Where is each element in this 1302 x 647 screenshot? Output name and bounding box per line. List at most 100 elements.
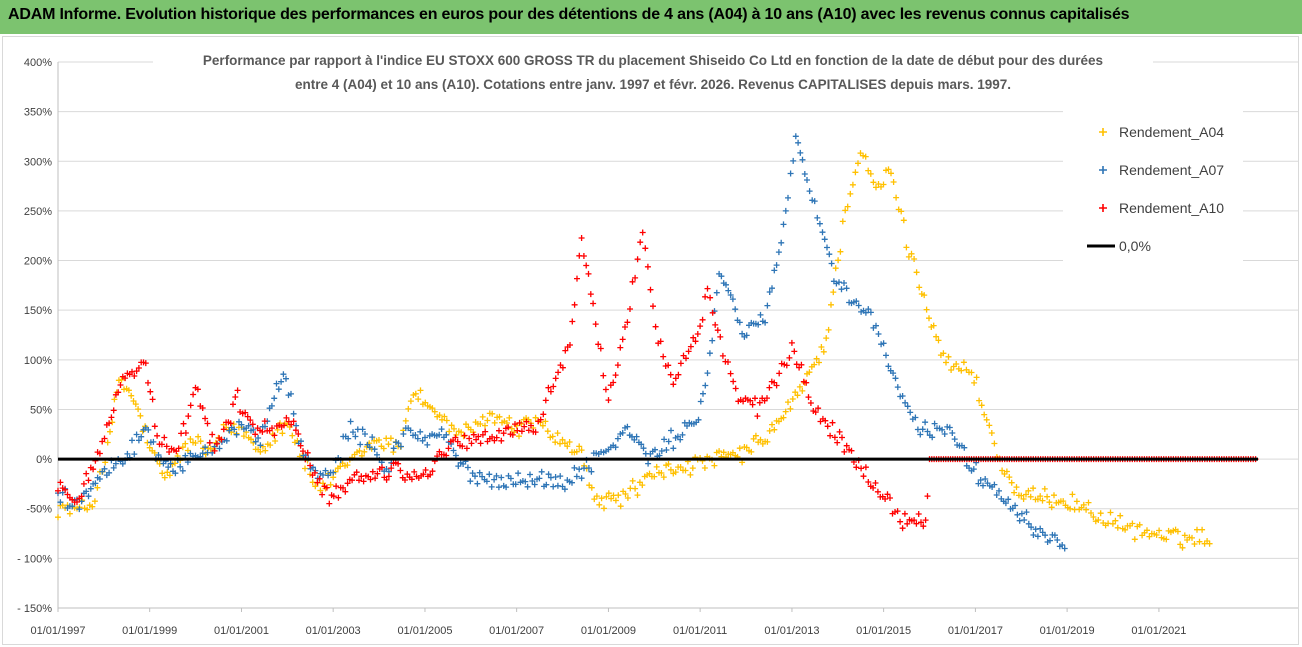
data-point	[137, 412, 144, 419]
data-point	[865, 167, 872, 174]
data-point	[269, 425, 275, 432]
data-point	[578, 475, 585, 482]
legend: Rendement_A04 Rendement_A07 Rendement_A10 0…	[1063, 107, 1243, 263]
data-point	[750, 435, 757, 442]
data-point	[117, 382, 124, 388]
data-point	[473, 436, 480, 443]
data-point	[227, 420, 234, 427]
data-point	[439, 416, 445, 423]
data-point	[639, 229, 646, 236]
data-point	[124, 450, 131, 457]
data-point	[811, 361, 818, 368]
data-point	[280, 371, 287, 378]
data-point	[288, 421, 295, 428]
data-point	[795, 139, 802, 146]
data-point	[844, 203, 851, 210]
data-point	[474, 480, 481, 487]
data-point	[711, 462, 718, 469]
data-point	[531, 481, 538, 488]
data-point	[684, 423, 690, 429]
data-point	[262, 447, 269, 454]
data-point	[83, 488, 90, 495]
data-point	[91, 498, 98, 505]
y-tick-label: 400%	[24, 57, 52, 69]
data-point	[805, 394, 812, 401]
data-point	[125, 387, 132, 394]
data-point	[668, 427, 674, 434]
x-tick-label: 01/01/2009	[581, 625, 636, 637]
data-point	[717, 333, 724, 340]
data-point	[665, 362, 672, 369]
data-point	[776, 370, 783, 377]
data-point	[730, 378, 737, 385]
data-point	[729, 296, 736, 303]
data-point	[1085, 499, 1092, 506]
data-point	[470, 431, 477, 438]
data-point	[949, 430, 956, 436]
data-point	[547, 388, 554, 395]
data-point	[255, 435, 262, 441]
data-point	[545, 384, 552, 391]
data-point	[446, 428, 453, 435]
data-point	[806, 188, 813, 195]
data-point	[946, 424, 953, 431]
series-Rendement_A10	[55, 229, 1259, 532]
data-point	[853, 464, 860, 471]
data-point	[340, 484, 346, 491]
data-point	[1153, 532, 1160, 538]
data-point	[832, 265, 839, 272]
data-point	[197, 438, 204, 445]
data-point	[292, 427, 299, 434]
data-point	[900, 217, 907, 224]
legend-marker-Rendement_A10	[1099, 204, 1107, 212]
data-point	[525, 427, 532, 434]
data-point	[976, 397, 983, 404]
data-point	[1042, 532, 1049, 539]
data-point	[600, 372, 607, 379]
data-point	[1194, 526, 1200, 533]
data-point	[376, 437, 382, 443]
data-point	[633, 433, 640, 440]
data-point	[787, 405, 794, 412]
data-point	[674, 433, 681, 440]
y-tick-label: 150%	[24, 305, 52, 317]
x-tick-label: 01/01/2003	[306, 625, 361, 637]
data-point	[590, 300, 597, 307]
data-point	[1114, 524, 1121, 531]
data-point	[904, 520, 911, 527]
data-point	[843, 442, 850, 449]
data-point	[512, 481, 519, 488]
data-point	[1037, 525, 1044, 532]
data-point	[330, 469, 337, 476]
data-point	[374, 470, 381, 477]
data-point	[690, 334, 697, 341]
data-point	[701, 465, 708, 471]
data-point	[367, 476, 374, 483]
data-point	[244, 413, 251, 420]
data-point	[429, 405, 436, 412]
data-point	[559, 436, 566, 443]
data-point	[326, 500, 333, 507]
data-point	[782, 207, 789, 214]
data-point	[999, 467, 1006, 474]
data-point	[986, 422, 993, 429]
data-point	[108, 414, 115, 421]
data-point	[304, 449, 311, 456]
data-point	[158, 441, 165, 448]
data-point	[785, 399, 791, 406]
data-point	[764, 302, 771, 309]
data-point	[431, 408, 438, 415]
data-point	[820, 348, 827, 355]
data-point	[424, 441, 431, 448]
data-point	[629, 278, 636, 285]
data-point	[150, 438, 157, 445]
data-point	[769, 285, 775, 292]
data-point	[1129, 520, 1136, 527]
data-point	[233, 431, 240, 438]
data-point	[131, 451, 138, 458]
data-point	[605, 490, 612, 497]
data-point	[583, 262, 590, 269]
data-point	[1047, 537, 1053, 544]
data-point	[826, 251, 833, 258]
data-point	[593, 493, 600, 500]
